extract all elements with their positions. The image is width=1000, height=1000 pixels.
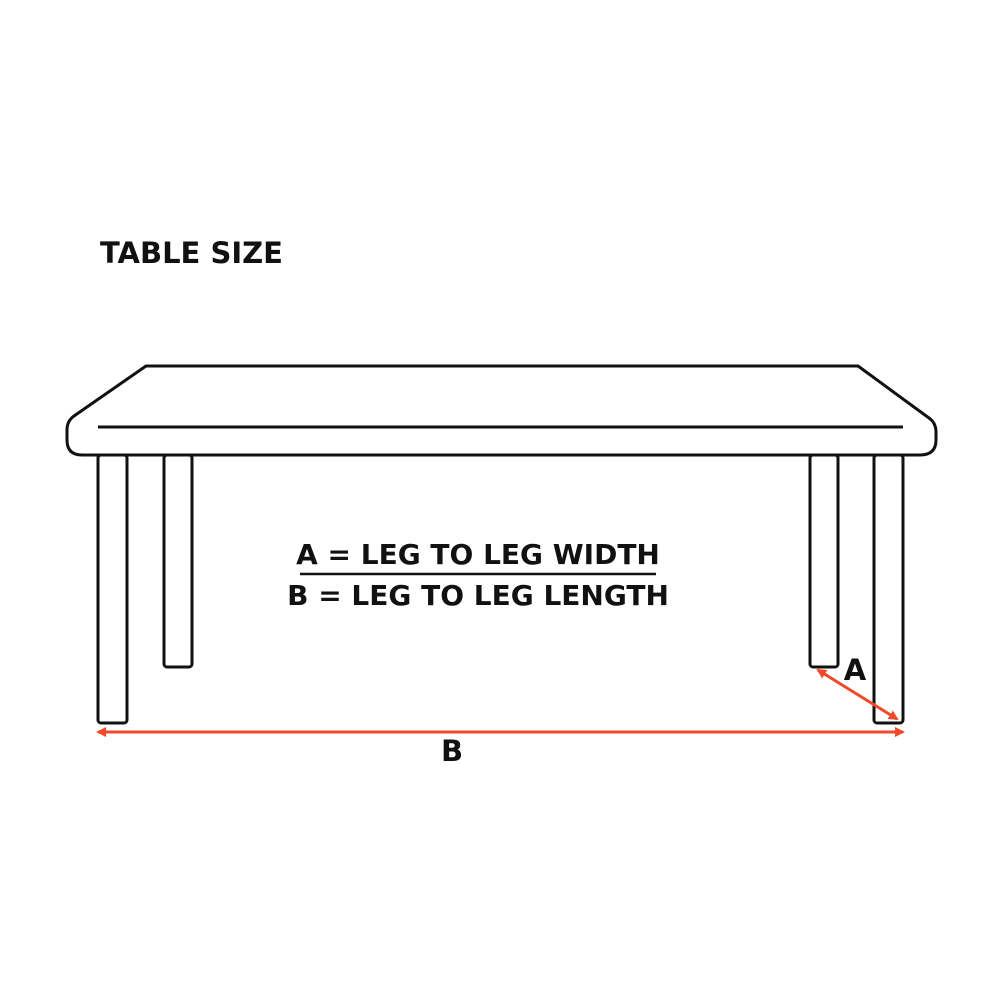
page-title: TABLE SIZE [100,236,283,270]
dimension-a-arrow [816,668,899,721]
table-leg-back-left [162,453,194,669]
table-leg-front-left [96,453,129,725]
table-leg-back-right [808,453,840,669]
legend-line-b: B = LEG TO LEG LENGTH [287,579,669,612]
dimension-b-label: B [441,734,463,768]
table-top [65,364,938,457]
table-leg-front-right [872,453,905,725]
dimension-a-label: A [844,653,867,687]
legend-line-a: A = LEG TO LEG WIDTH [296,538,660,571]
